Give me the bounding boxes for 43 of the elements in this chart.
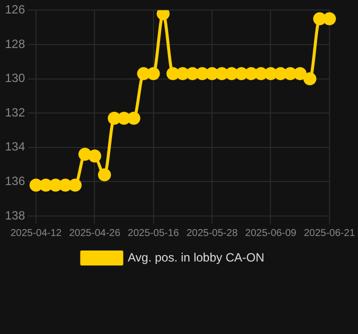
point bbox=[78, 148, 92, 161]
point bbox=[225, 67, 238, 80]
point bbox=[303, 72, 316, 86]
point bbox=[98, 168, 111, 182]
point bbox=[118, 112, 131, 125]
point bbox=[127, 112, 140, 125]
point bbox=[58, 178, 72, 192]
point bbox=[186, 67, 200, 80]
point bbox=[206, 67, 219, 80]
point bbox=[39, 178, 52, 192]
y-tick-label: 128 bbox=[4, 36, 26, 51]
point bbox=[244, 67, 258, 80]
point bbox=[108, 112, 121, 125]
point bbox=[254, 67, 268, 80]
y-tick-label: 138 bbox=[4, 208, 26, 222]
x-tick-label: 2025-06-21 bbox=[304, 228, 356, 239]
x-tick-label: 2025-05-16 bbox=[128, 228, 180, 239]
point bbox=[294, 67, 307, 80]
point bbox=[49, 178, 62, 192]
point bbox=[68, 178, 82, 192]
point bbox=[176, 67, 190, 80]
legend-label: Avg. pos. in lobby CA-ON bbox=[128, 250, 264, 264]
point bbox=[88, 149, 102, 162]
point bbox=[215, 67, 228, 80]
y-tick-label: 132 bbox=[4, 105, 26, 120]
x-tick-label: 2025-06-09 bbox=[245, 228, 297, 239]
point bbox=[234, 67, 248, 80]
point bbox=[166, 67, 180, 80]
point bbox=[137, 67, 150, 80]
point bbox=[146, 67, 160, 80]
point bbox=[274, 67, 288, 80]
point bbox=[196, 67, 209, 80]
y-tick-label: 136 bbox=[4, 174, 26, 188]
y-tick-label: 134 bbox=[4, 140, 26, 154]
point bbox=[313, 12, 326, 26]
x-tick-label: 2025-05-28 bbox=[186, 228, 238, 239]
x-tick-label: 2025-04-12 bbox=[10, 228, 62, 239]
y-tick-label: 126 bbox=[4, 2, 26, 17]
point bbox=[264, 67, 278, 80]
x-tick-label: 2025-04-26 bbox=[69, 228, 121, 239]
point bbox=[322, 12, 336, 26]
y-tick-label: 130 bbox=[4, 71, 26, 86]
point bbox=[284, 67, 297, 80]
